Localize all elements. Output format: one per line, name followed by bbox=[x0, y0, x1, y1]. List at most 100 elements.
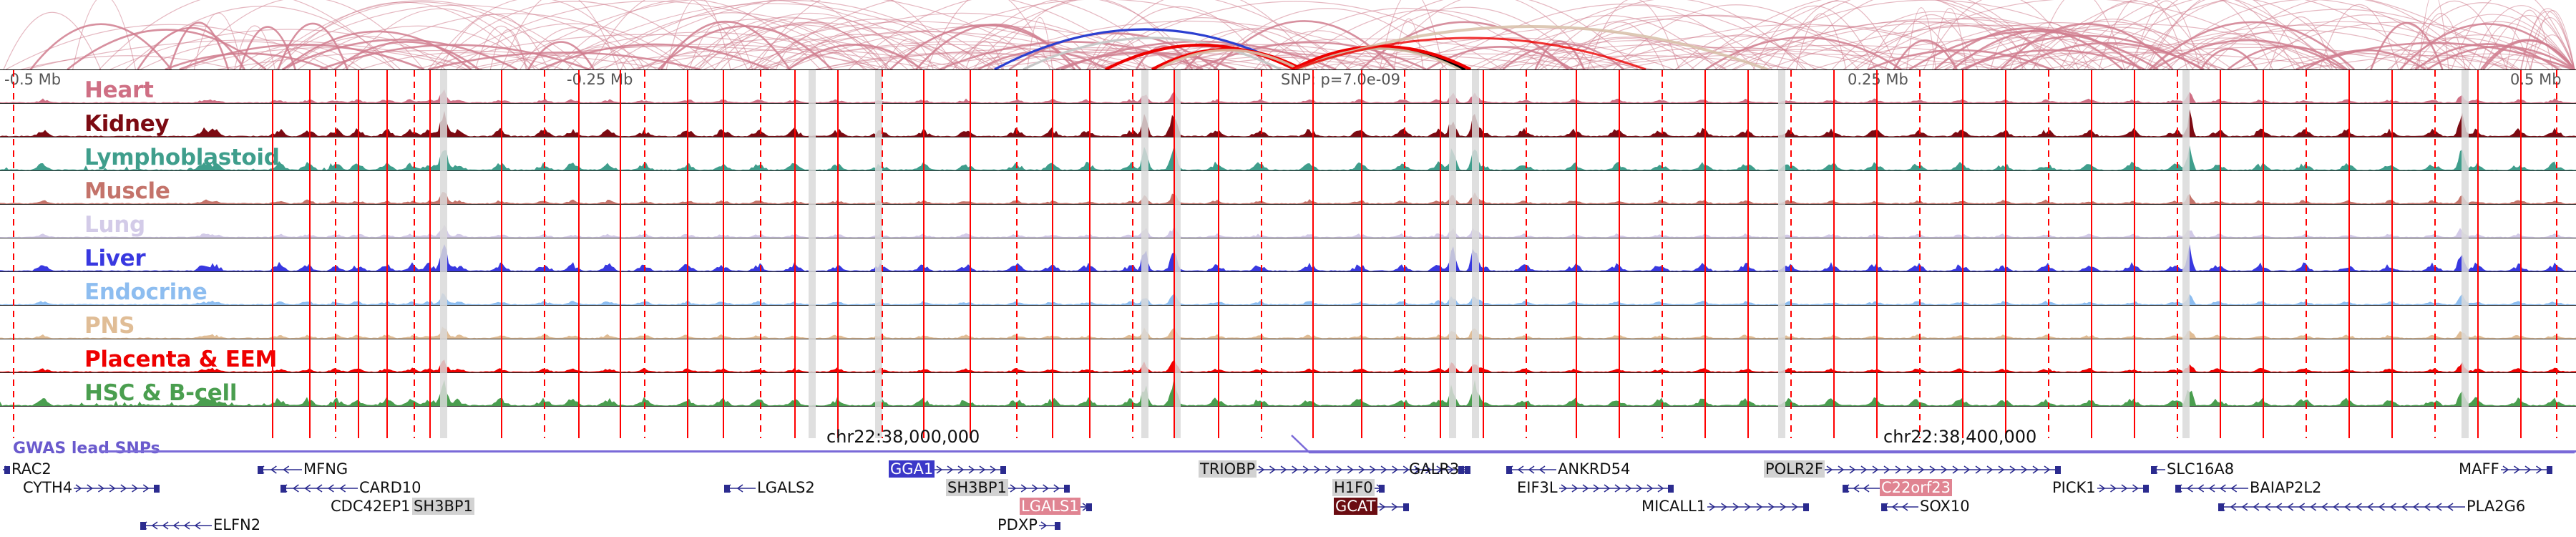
gene-gcat[interactable]: GCAT bbox=[1334, 498, 1409, 515]
gene-label: ANKRD54 bbox=[1558, 460, 1631, 478]
gene-sox10[interactable]: SOX10 bbox=[1881, 498, 1971, 514]
interaction-arc bbox=[731, 31, 1131, 69]
interaction-arc bbox=[2263, 14, 2471, 69]
track-placenta-eem[interactable]: Placenta & EEM bbox=[0, 339, 2576, 373]
gene-cyth4[interactable]: CYTH4 bbox=[21, 480, 160, 495]
interaction-arc bbox=[590, 0, 748, 69]
gene-eif3l[interactable]: EIF3L bbox=[1516, 480, 1674, 495]
gene-body bbox=[2097, 484, 2149, 493]
chromatin-interaction-arcs bbox=[0, 0, 2576, 69]
gene-body bbox=[2175, 484, 2248, 493]
gene-c22orf23[interactable]: C22orf23 bbox=[1843, 479, 1952, 496]
track-muscle[interactable]: Muscle bbox=[0, 171, 2576, 205]
interaction-arc bbox=[994, 28, 1296, 69]
interaction-arc bbox=[1990, 43, 2433, 69]
interaction-arc bbox=[1932, 7, 1967, 69]
interaction-arc bbox=[319, 44, 590, 69]
interaction-arc bbox=[987, 0, 1191, 69]
gene-label: CARD10 bbox=[359, 479, 421, 496]
gene-slc16a8[interactable]: SLC16A8 bbox=[2151, 461, 2235, 477]
gene-baiap2l2[interactable]: BAIAP2L2 bbox=[2175, 480, 2323, 495]
signal-histogram bbox=[0, 377, 2576, 406]
signal-histogram bbox=[0, 145, 2576, 170]
gene-label: C22orf23 bbox=[1880, 479, 1952, 496]
interaction-arc bbox=[1023, 37, 1282, 69]
gene-label: H1F0 bbox=[1332, 479, 1375, 496]
interaction-arc bbox=[275, 1, 531, 69]
interaction-arc bbox=[2098, 0, 2188, 69]
interaction-arc bbox=[1519, 5, 1756, 69]
signal-histogram bbox=[0, 326, 2576, 339]
arc-svg bbox=[3, 0, 2576, 69]
gene-body bbox=[140, 521, 212, 530]
gene-ankrd54[interactable]: ANKRD54 bbox=[1506, 461, 1631, 477]
gene-lgals1[interactable]: LGALS1 bbox=[1020, 498, 1092, 515]
interaction-arc bbox=[283, 30, 472, 69]
interaction-arc bbox=[2067, 0, 2430, 69]
gene-sh3bp1[interactable]: SH3BP1 bbox=[946, 479, 1070, 496]
interaction-arc bbox=[2145, 0, 2296, 69]
interaction-arc bbox=[1855, 0, 2305, 69]
gene-mfng[interactable]: MFNG bbox=[258, 461, 349, 477]
interaction-arc bbox=[2530, 9, 2575, 69]
gene-pick1[interactable]: PICK1 bbox=[2051, 480, 2149, 495]
gene-polr2f[interactable]: POLR2F bbox=[1764, 460, 2061, 478]
track-pns[interactable]: PNS bbox=[0, 306, 2576, 339]
interaction-arc bbox=[2227, 45, 2348, 69]
gene-pla2g6[interactable]: PLA2G6 bbox=[2218, 498, 2527, 514]
gene-sh3bp1x[interactable]: SH3BP1 bbox=[412, 498, 474, 515]
track-lymphoblastoid[interactable]: Lymphoblastoid bbox=[0, 137, 2576, 171]
interaction-arc bbox=[567, 46, 635, 69]
signal-histogram bbox=[0, 109, 2576, 137]
signal-histogram bbox=[0, 293, 2576, 305]
track-endocrine[interactable]: Endocrine bbox=[0, 272, 2576, 306]
gene-label: LGALS1 bbox=[1020, 498, 1080, 515]
gene-lgals2[interactable]: LGALS2 bbox=[724, 480, 816, 495]
gene-rac2[interactable]: RAC2 bbox=[3, 461, 53, 477]
interaction-arc bbox=[2123, 37, 2328, 69]
interaction-arc bbox=[2059, 1, 2210, 69]
interaction-arc bbox=[427, 51, 701, 69]
interaction-arc bbox=[281, 39, 518, 69]
gene-elfn2[interactable]: ELFN2 bbox=[140, 517, 262, 533]
interaction-arc bbox=[754, 0, 958, 69]
gene-galr3[interactable]: GALR3 bbox=[1407, 461, 1471, 477]
track-hsc-b-cell[interactable]: HSC & B-cell bbox=[0, 373, 2576, 407]
gwas-lead-snp-track: GWAS lead SNPs chr22:38,000,000 chr22:38… bbox=[0, 427, 2576, 460]
gene-card10[interactable]: CARD10 bbox=[280, 480, 423, 495]
gene-pdxp[interactable]: PDXP bbox=[996, 517, 1060, 533]
gene-triobp[interactable]: TRIOBP bbox=[1199, 460, 1465, 478]
interaction-arc bbox=[2131, 0, 2351, 69]
interaction-arc bbox=[1537, 0, 1804, 69]
track-liver[interactable]: Liver bbox=[0, 238, 2576, 272]
track-kidney[interactable]: Kidney bbox=[0, 104, 2576, 137]
gene-maff[interactable]: MAFF bbox=[2457, 461, 2552, 477]
track-lung[interactable]: Lung bbox=[0, 205, 2576, 238]
gene-body bbox=[1377, 503, 1409, 511]
gene-body bbox=[258, 465, 302, 474]
interaction-arc bbox=[786, 27, 960, 69]
interaction-arc bbox=[1587, 0, 1680, 69]
gene-micall1[interactable]: MICALL1 bbox=[1640, 498, 1810, 514]
gene-gga1[interactable]: GGA1 bbox=[889, 460, 1007, 478]
interaction-arc bbox=[603, 0, 1056, 69]
interaction-arc bbox=[2524, 17, 2575, 69]
track-heart[interactable]: Heart bbox=[0, 70, 2576, 104]
gene-h1f0[interactable]: H1F0 bbox=[1332, 479, 1385, 496]
interaction-arc bbox=[1293, 37, 1646, 69]
interaction-arc bbox=[539, 43, 770, 69]
ruler-tick-q1: -0.25 Mb bbox=[567, 71, 633, 88]
gene-body bbox=[1506, 465, 1556, 474]
gwas-axis-line bbox=[100, 450, 2576, 453]
interaction-arc bbox=[754, 19, 1004, 69]
interaction-arc bbox=[942, 0, 1350, 69]
gene-label: PICK1 bbox=[2052, 479, 2096, 496]
interaction-arc bbox=[527, 41, 595, 69]
gene-label: BAIAP2L2 bbox=[2250, 479, 2322, 496]
gene-body bbox=[2500, 465, 2552, 474]
interaction-arc bbox=[2416, 13, 2467, 69]
gene-label: EIF3L bbox=[1517, 479, 1558, 496]
interaction-arc bbox=[1105, 44, 1296, 69]
interaction-arc bbox=[749, 44, 1146, 69]
interaction-arc bbox=[2200, 48, 2258, 69]
